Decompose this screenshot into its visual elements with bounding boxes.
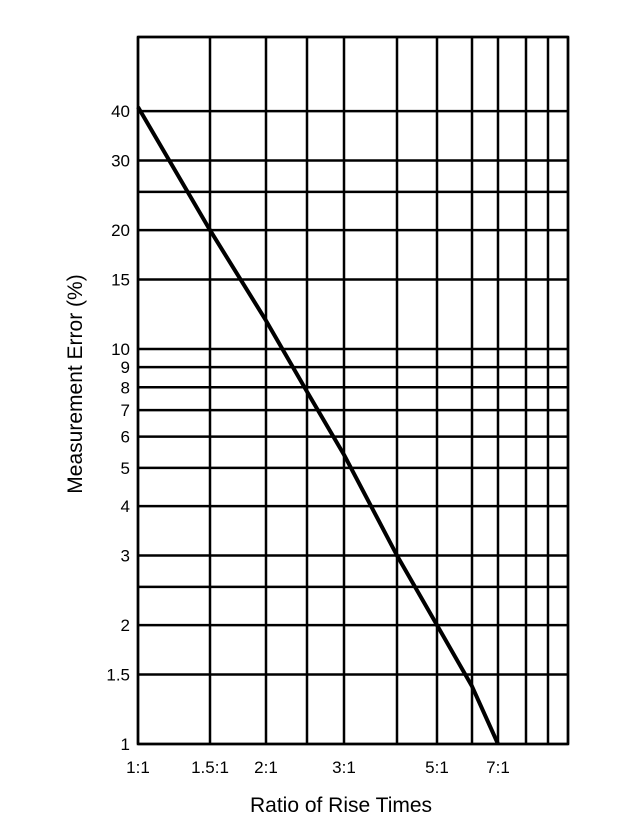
x-tick-label: 1:1 bbox=[126, 758, 150, 777]
series-layer bbox=[136, 105, 500, 745]
y-gridlines bbox=[138, 35, 568, 746]
y-tick-label: 10 bbox=[111, 340, 130, 359]
x-tick-label: 2:1 bbox=[254, 758, 278, 777]
y-tick-label: 8 bbox=[121, 378, 130, 397]
y-tick-label: 2 bbox=[121, 616, 130, 635]
y-tick-label: 6 bbox=[121, 428, 130, 447]
x-tick-labels: 1:1 1.5:1 2:1 3:1 5:1 7:1 bbox=[126, 758, 510, 777]
y-tick-label: 15 bbox=[111, 270, 130, 289]
y-tick-label: 3 bbox=[121, 547, 130, 566]
y-tick-label: 9 bbox=[121, 358, 130, 377]
y-tick-label: 20 bbox=[111, 221, 130, 240]
x-axis-label: Ratio of Rise Times bbox=[250, 794, 432, 817]
y-tick-label: 1 bbox=[121, 735, 130, 754]
x-tick-label: 5:1 bbox=[425, 758, 449, 777]
y-tick-label: 5 bbox=[121, 459, 130, 478]
y-tick-label: 30 bbox=[111, 152, 130, 171]
x-tick-label: 3:1 bbox=[332, 758, 356, 777]
y-tick-label: 7 bbox=[121, 401, 130, 420]
y-tick-label: 1.5 bbox=[106, 665, 130, 684]
x-tick-label: 1.5:1 bbox=[191, 758, 229, 777]
y-axis-label: Measurement Error (%) bbox=[64, 274, 87, 493]
y-tick-label: 4 bbox=[121, 497, 130, 516]
x-tick-label: 7:1 bbox=[486, 758, 510, 777]
plot-frame bbox=[136, 35, 570, 746]
y-tick-label: 40 bbox=[111, 102, 130, 121]
x-gridlines bbox=[136, 37, 570, 744]
series-line bbox=[136, 105, 500, 745]
